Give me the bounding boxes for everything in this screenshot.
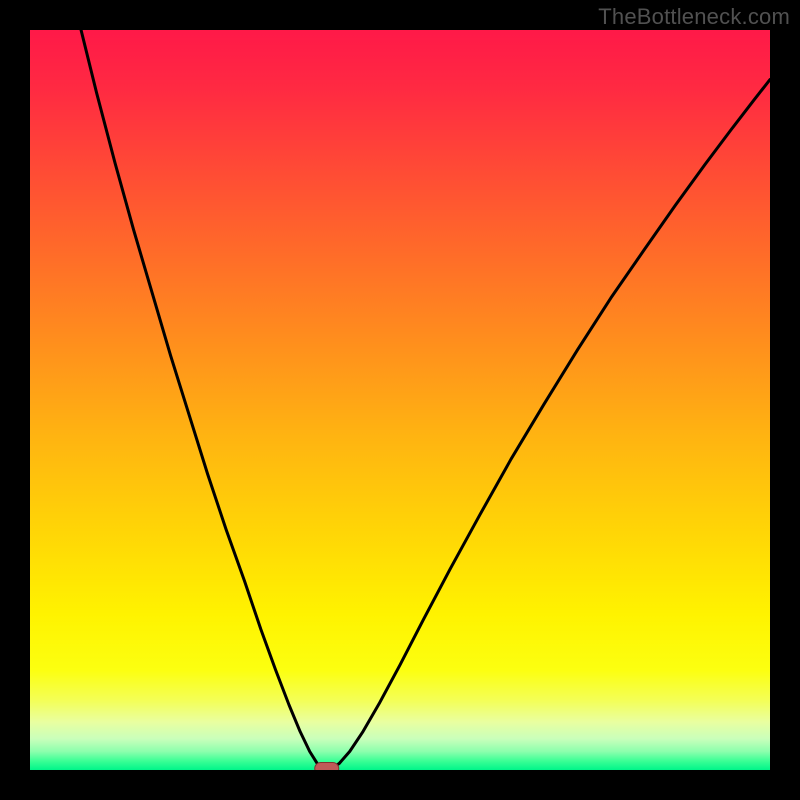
chart-canvas <box>0 0 800 800</box>
gradient-background <box>30 30 770 770</box>
watermark-label: TheBottleneck.com <box>598 4 790 30</box>
bottleneck-chart: TheBottleneck.com <box>0 0 800 800</box>
